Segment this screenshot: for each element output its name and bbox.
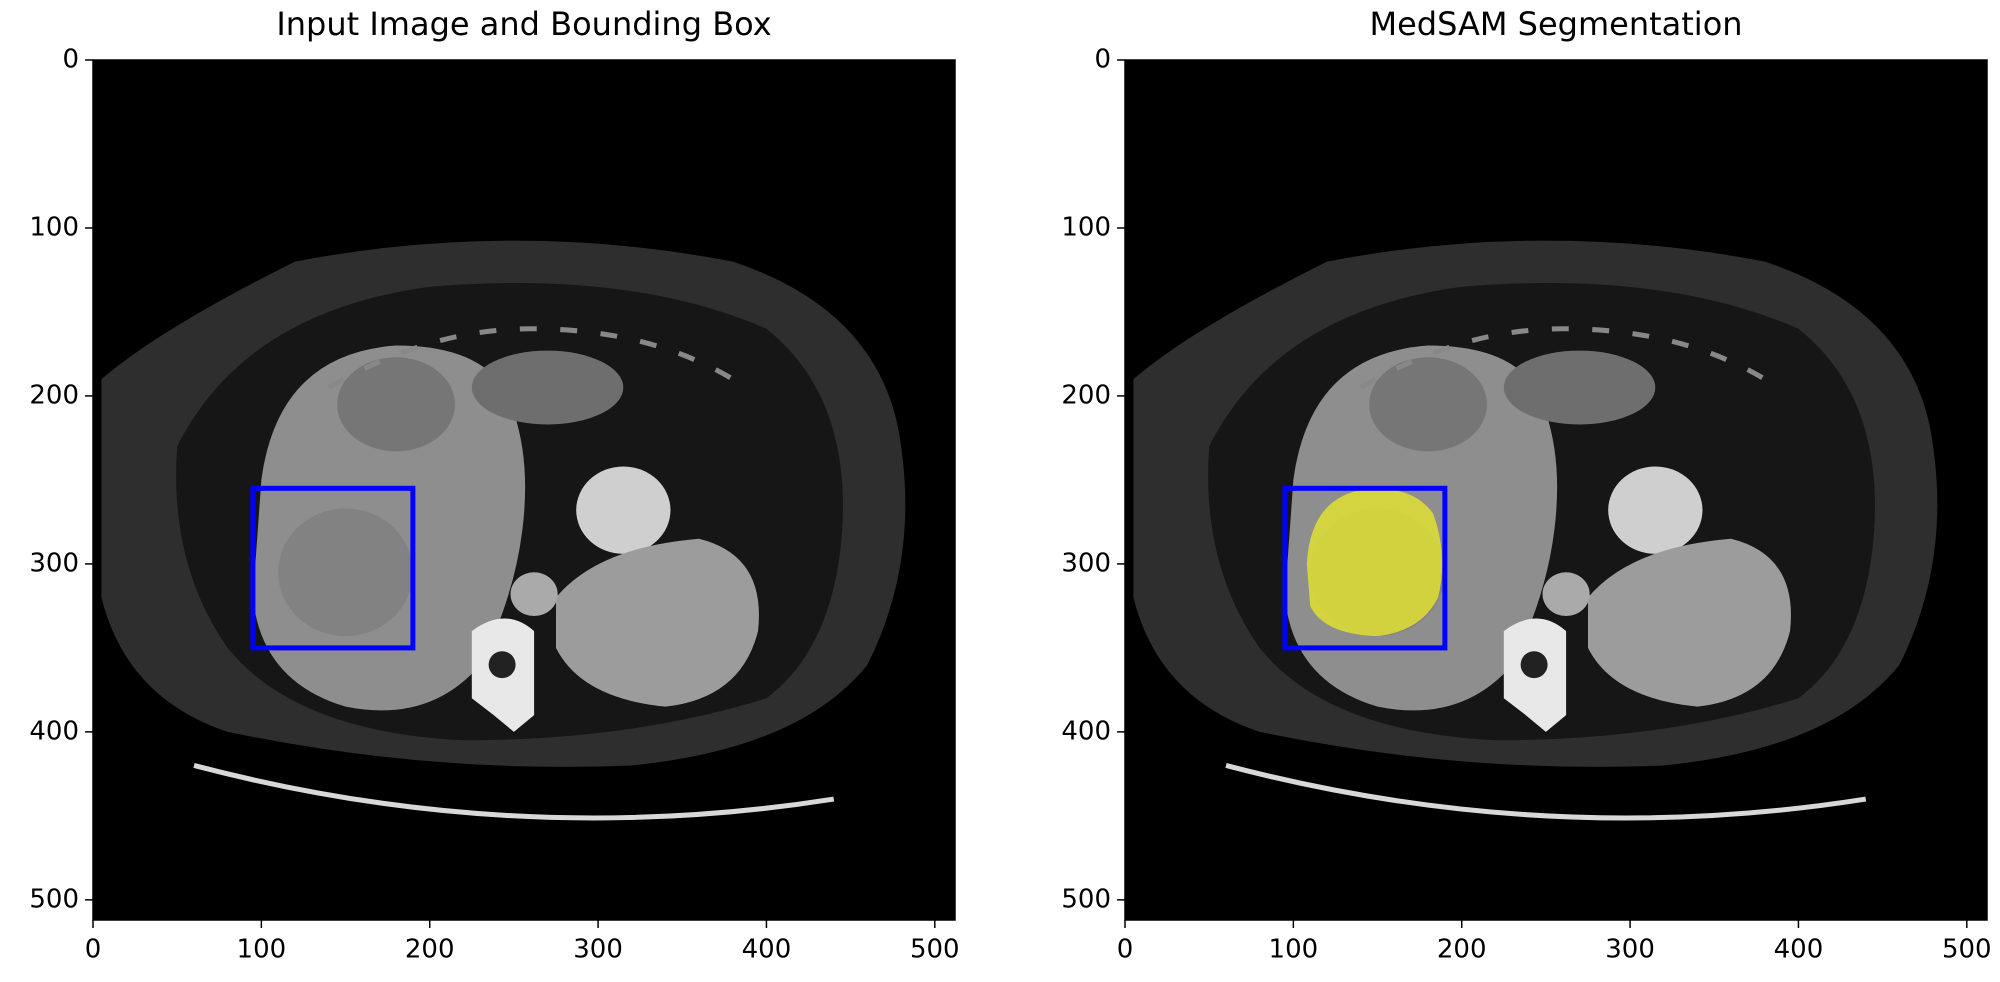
axes-frame xyxy=(1124,59,1988,921)
x-tick-label: 200 xyxy=(1437,935,1487,965)
ct-image xyxy=(93,60,955,920)
y-tick-label: 400 xyxy=(29,716,79,746)
panel-title: MedSAM Segmentation xyxy=(1369,5,1742,43)
x-tick-label: 300 xyxy=(573,935,623,965)
x-tick-label: 400 xyxy=(742,935,792,965)
x-tick-label: 400 xyxy=(1774,935,1824,965)
y-tick-label: 100 xyxy=(1061,212,1111,242)
x-tick-label: 100 xyxy=(1269,935,1319,965)
panel-title: Input Image and Bounding Box xyxy=(276,5,771,43)
x-tick-label: 0 xyxy=(1117,935,1134,965)
y-tick-label: 300 xyxy=(29,548,79,578)
y-tick-label: 0 xyxy=(62,45,79,75)
axes-frame xyxy=(92,59,956,921)
y-tick-label: 200 xyxy=(29,380,79,410)
y-tick-label: 400 xyxy=(1061,716,1111,746)
y-tick-label: 100 xyxy=(29,212,79,242)
image-panel xyxy=(1125,60,1987,920)
y-tick-label: 300 xyxy=(1061,548,1111,578)
y-tick-label: 500 xyxy=(29,884,79,914)
x-tick-label: 0 xyxy=(85,935,102,965)
y-tick-label: 500 xyxy=(1061,884,1111,914)
ct-image xyxy=(1125,60,1987,920)
segmentation-mask xyxy=(1306,488,1443,637)
y-tick-label: 200 xyxy=(1061,380,1111,410)
bounding-box xyxy=(250,485,416,651)
x-tick-label: 200 xyxy=(405,935,455,965)
x-tick-label: 300 xyxy=(1605,935,1655,965)
x-tick-label: 500 xyxy=(1942,935,1992,965)
bounding-box xyxy=(1282,485,1448,651)
x-tick-label: 500 xyxy=(910,935,960,965)
image-panel xyxy=(93,60,955,920)
y-tick-label: 0 xyxy=(1094,45,1111,75)
x-tick-label: 100 xyxy=(237,935,287,965)
